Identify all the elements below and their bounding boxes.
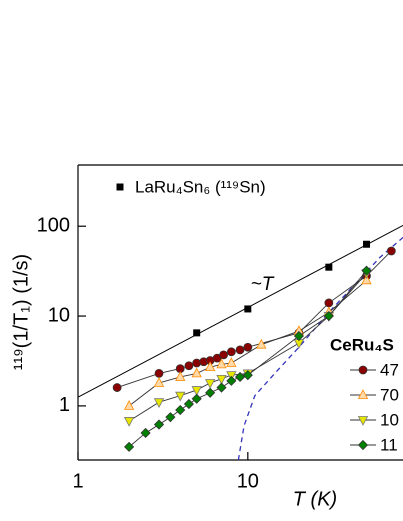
marker xyxy=(216,382,227,393)
marker xyxy=(204,361,216,372)
y-tick-label: 1 xyxy=(59,394,70,416)
legend-label: 70 xyxy=(380,385,399,404)
annotation: ~T xyxy=(251,274,275,295)
marker xyxy=(235,345,245,355)
marker xyxy=(361,265,372,276)
marker xyxy=(357,416,369,426)
marker xyxy=(191,386,202,396)
legend-label: 10 xyxy=(380,410,399,429)
marker xyxy=(112,383,122,392)
marker xyxy=(175,404,186,416)
marker xyxy=(153,377,165,387)
marker xyxy=(324,298,334,308)
y-tick-label: 10 xyxy=(48,304,70,326)
marker xyxy=(293,330,305,342)
series-line xyxy=(128,270,367,448)
marker xyxy=(243,342,253,352)
marker xyxy=(357,389,369,399)
marker xyxy=(154,369,164,378)
marker xyxy=(175,371,186,381)
marker xyxy=(191,393,202,404)
marker xyxy=(183,398,194,410)
y-tick-label: 100 xyxy=(37,214,70,236)
marker xyxy=(123,417,135,427)
marker xyxy=(165,412,176,423)
marker xyxy=(256,338,267,349)
marker xyxy=(325,263,333,271)
marker xyxy=(357,439,369,451)
marker xyxy=(216,358,227,369)
marker xyxy=(216,374,227,385)
marker xyxy=(140,427,151,439)
legend-label: 11 xyxy=(380,435,398,454)
marker xyxy=(363,240,371,248)
marker xyxy=(124,441,135,452)
marker xyxy=(226,375,237,386)
marker xyxy=(184,361,194,371)
marker xyxy=(234,371,246,383)
legend-label: LaRu₄Sn₆ (¹¹⁹Sn) xyxy=(135,177,266,196)
marker xyxy=(358,365,368,375)
marker xyxy=(386,246,396,256)
x-tick-label: 10 xyxy=(237,470,259,492)
model-curve xyxy=(237,236,403,460)
marker xyxy=(192,358,202,368)
y-axis-label: ¹¹⁹(1/T₁) (1/s) xyxy=(10,254,32,370)
marker xyxy=(361,274,372,285)
marker xyxy=(244,305,252,313)
series-line xyxy=(116,250,392,388)
legend-title: CeRu₄S xyxy=(330,335,394,354)
x-tick-label: 1 xyxy=(72,470,83,492)
marker xyxy=(116,183,124,191)
plot-area xyxy=(78,224,403,460)
fit-line xyxy=(78,224,403,398)
marker xyxy=(175,391,186,402)
marker xyxy=(153,398,165,409)
marker xyxy=(153,419,165,430)
marker xyxy=(123,400,135,410)
marker xyxy=(323,310,334,322)
marker xyxy=(193,329,201,337)
marker xyxy=(204,379,216,389)
axes-frame xyxy=(77,164,403,461)
marker xyxy=(191,367,202,378)
marker xyxy=(226,357,237,367)
legend-label: 47 xyxy=(380,360,399,379)
marker xyxy=(219,350,228,360)
marker xyxy=(226,347,236,357)
x-axis-label: T (K) xyxy=(293,488,337,510)
marker xyxy=(205,387,216,398)
marker xyxy=(242,370,253,381)
